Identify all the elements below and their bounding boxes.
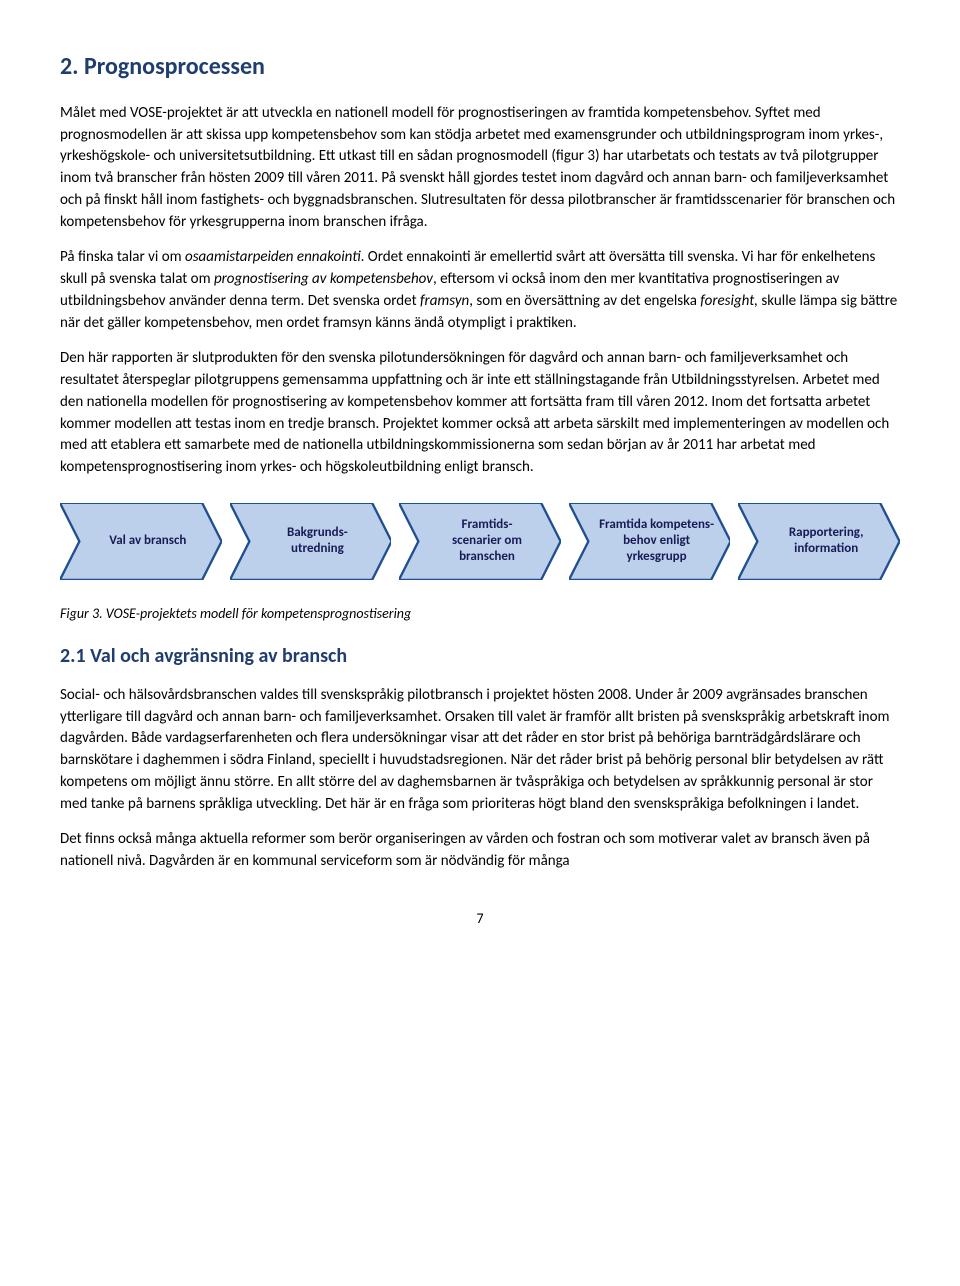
p2-italic-2: prognostisering av kompetensbehov [214,270,433,288]
paragraph-3: Den här rapporten är slutprodukten för d… [60,348,900,479]
p2-italic-3: framsyn [420,292,469,310]
p2-text-d: , som en översättning av det engelska [469,292,700,310]
paragraph-4: Social- och hälsovårdsbranschen valdes t… [60,685,900,816]
flowchart: Val av bransch Bakgrunds-utredning Framtid… [60,503,900,580]
p2-italic-4: foresight, [700,292,758,310]
heading-sub: 2.1 Val och avgränsning av bransch [60,642,900,671]
flow-step-label: Val av bransch [109,533,186,549]
flow-step-label: Bakgrunds-utredning [287,525,348,558]
flow-step-3: Framtids-scenarier om branschen [399,503,561,580]
page-number: 7 [60,909,900,929]
flow-step-2: Bakgrunds-utredning [230,503,392,580]
flow-step-label: Framtida kompetens-behov enligt yrkesgru… [593,517,721,566]
p2-text-a: På finska talar vi om [60,248,185,266]
figure-caption: Figur 3. VOSE-projektets modell för komp… [60,604,900,624]
paragraph-2: På finska talar vi om osaamistarpeiden e… [60,247,900,334]
paragraph-5: Det finns också många aktuella reformer … [60,829,900,873]
paragraph-1: Målet med VOSE-projektet är att utveckla… [60,103,900,234]
flow-step-4: Framtida kompetens-behov enligt yrkesgru… [569,503,731,580]
flow-step-5: Rapportering, information [738,503,900,580]
p2-italic-1: osaamistarpeiden ennakointi [185,248,361,266]
flow-step-1: Val av bransch [60,503,222,580]
heading-main: 2. Prognosprocessen [60,50,900,85]
flow-step-label: Rapportering, information [762,525,890,558]
flow-step-label: Framtids-scenarier om branschen [423,517,551,566]
